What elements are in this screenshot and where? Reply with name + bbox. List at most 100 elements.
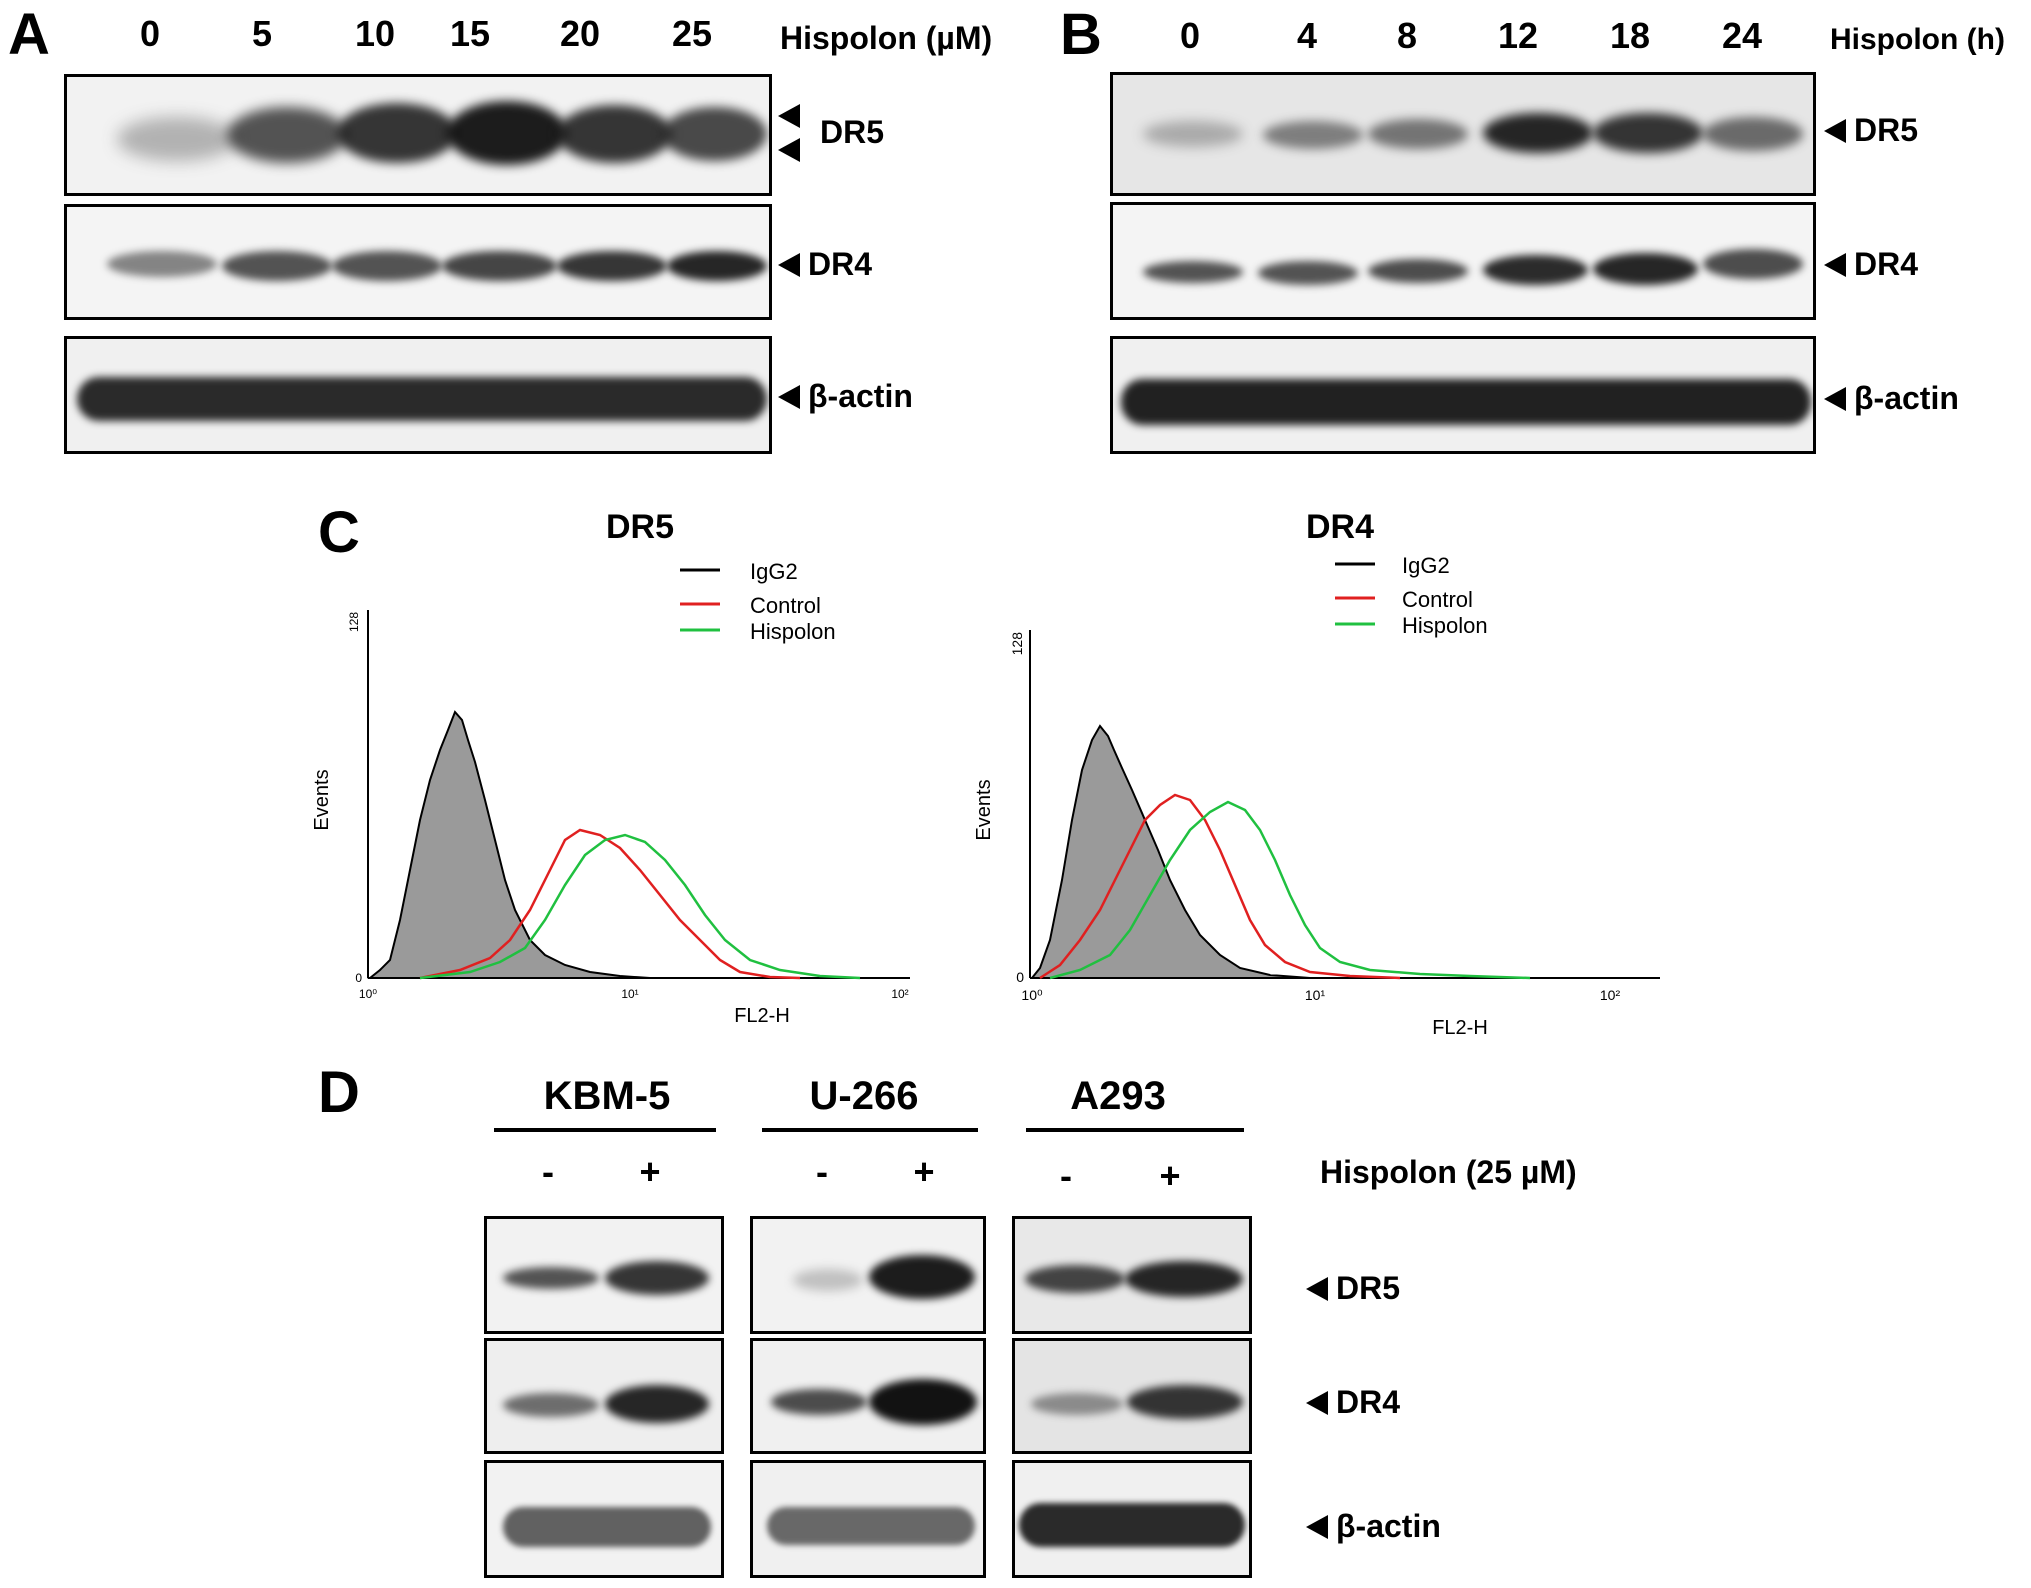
legend-label: Hispolon <box>750 619 836 644</box>
x-tick: 10² <box>891 987 908 1001</box>
panel-a-actin-blot <box>64 336 772 454</box>
marker-label: DR4 <box>808 246 873 282</box>
band <box>605 1261 709 1295</box>
x-axis-label: FL2-H <box>734 1005 790 1027</box>
panel-d-dr5-arrow-label: DR5 <box>1306 1270 1400 1307</box>
legend-label: Hispolon <box>1402 613 1488 638</box>
band <box>337 103 457 163</box>
kbm5-actin-blot <box>484 1460 724 1578</box>
flow-histogram-dr4: DR4 IgG2 Control Hispolon 128 0 Events 1… <box>973 508 1660 1039</box>
band <box>869 1379 977 1425</box>
panel-b-lane-label: 4 <box>1296 15 1318 56</box>
hispolon-histogram <box>419 833 861 980</box>
cell-line-label: U-266 <box>809 1074 919 1118</box>
legend-label: Control <box>750 593 821 618</box>
panel-d-treatment-label: Hispolon (25 µM) <box>1320 1154 1577 1190</box>
panel-b-label: B <box>1060 2 1102 67</box>
band <box>1483 255 1588 285</box>
cell-line-label: A293 <box>1070 1074 1166 1118</box>
arrow-icon <box>1824 118 1846 143</box>
panel-b-lane-label: 24 <box>1721 15 1763 56</box>
treatment-sign: - <box>1060 1155 1072 1196</box>
arrow-icon <box>1824 386 1846 411</box>
arrow-icon <box>1824 252 1846 277</box>
panel-a-dr4-blot <box>64 204 772 320</box>
band <box>1703 117 1803 151</box>
panel-b-dr4-blot <box>1110 202 1816 320</box>
marker-label: DR4 <box>1336 1384 1401 1420</box>
y-tick-zero: 0 <box>1016 969 1024 985</box>
panel-b-actin-arrow-label: β-actin <box>1824 380 1959 417</box>
x-tick: 10⁰ <box>359 987 377 1001</box>
u266-dr4-blot <box>750 1338 986 1454</box>
u266-dr5-blot <box>750 1216 986 1334</box>
band <box>1368 119 1468 149</box>
control-histogram <box>419 828 801 980</box>
kbm5-dr4-blot <box>484 1338 724 1454</box>
panel-a-actin-arrow-label: β-actin <box>778 378 913 415</box>
band <box>107 251 217 277</box>
panel-a-lane-label: 10 <box>354 13 396 54</box>
y-axis-label: Events <box>973 779 995 840</box>
band <box>1031 1393 1123 1415</box>
band <box>1368 259 1468 283</box>
panel-b-lane-label: 0 <box>1179 15 1201 56</box>
panel-a-lane-label: 0 <box>139 13 161 54</box>
treatment-sign: - <box>542 1151 554 1192</box>
arrow-icon <box>778 252 800 277</box>
x-tick: 10⁰ <box>1021 987 1043 1003</box>
panel-a-label: A <box>8 2 50 67</box>
cell-line-underline <box>1026 1128 1244 1132</box>
kbm5-dr5-blot <box>484 1216 724 1334</box>
panel-a-dr4-arrow-label: DR4 <box>778 246 872 283</box>
treatment-sign: + <box>913 1151 935 1192</box>
x-tick: 10¹ <box>621 987 638 1001</box>
cell-line-label: KBM-5 <box>543 1074 671 1118</box>
band <box>793 1269 863 1291</box>
flow-histogram-dr5: DR5 IgG2 Control Hispolon 128 0 Events 1… <box>311 508 910 1027</box>
panel-b-lane-label: 8 <box>1396 15 1418 56</box>
marker-label: DR5 <box>1336 1270 1401 1306</box>
band <box>1593 113 1703 153</box>
band <box>442 251 557 281</box>
legend-label: IgG2 <box>1402 553 1450 578</box>
band <box>557 251 667 281</box>
panel-a-lane-label: 5 <box>251 13 273 54</box>
cell-line-underline <box>762 1128 978 1132</box>
band <box>1019 1503 1245 1547</box>
panel-b-treatment-label: Hispolon (h) <box>1830 23 2005 56</box>
band <box>1258 261 1358 285</box>
panel-a-lane-label: 20 <box>559 13 601 54</box>
panel-d-dr4-arrow-label: DR4 <box>1306 1384 1400 1421</box>
x-tick: 10² <box>1600 987 1621 1003</box>
legend-label: Control <box>1402 587 1473 612</box>
panel-d-actin-arrow-label: β-actin <box>1306 1508 1441 1545</box>
band <box>662 107 767 161</box>
legend-label: IgG2 <box>750 559 798 584</box>
marker-label: DR4 <box>1854 246 1919 282</box>
band <box>667 251 767 281</box>
x-tick: 10¹ <box>1305 987 1326 1003</box>
panel-c-label: C <box>318 500 360 565</box>
marker-label: β-actin <box>1854 380 1959 416</box>
panel-b-lane-label: 12 <box>1497 15 1539 56</box>
panel-b-lane-label: 18 <box>1609 15 1651 56</box>
band <box>1143 261 1243 283</box>
x-axis-label: FL2-H <box>1432 1017 1488 1039</box>
treatment-sign: - <box>816 1151 828 1192</box>
a293-actin-blot <box>1012 1460 1252 1578</box>
band <box>767 1507 975 1545</box>
u266-actin-blot <box>750 1460 986 1578</box>
band <box>227 107 347 163</box>
histogram-title: DR4 <box>1306 508 1374 546</box>
marker-label: β-actin <box>808 378 913 414</box>
band <box>117 117 237 161</box>
y-tick-max: 128 <box>347 612 361 632</box>
y-axis-label: Events <box>311 769 333 830</box>
panel-a-dr5-blot <box>64 74 772 196</box>
panel-b-dr5-arrow-label: DR5 <box>1824 112 1918 149</box>
panel-b-dr4-arrow-label: DR4 <box>1824 246 1918 283</box>
band <box>1703 249 1803 279</box>
band <box>1263 121 1363 149</box>
y-tick-max: 128 <box>1009 632 1025 656</box>
